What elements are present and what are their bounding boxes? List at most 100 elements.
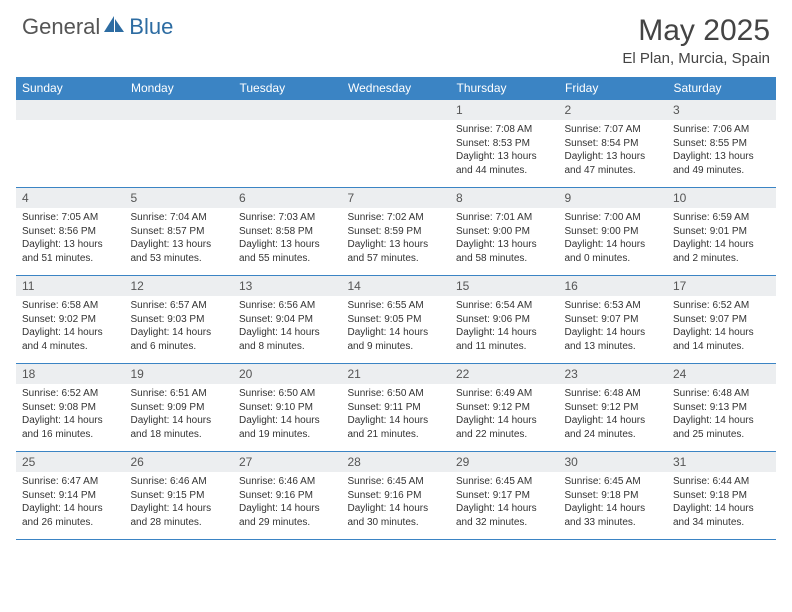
day-info: Sunrise: 6:53 AMSunset: 9:07 PMDaylight:… — [559, 296, 668, 356]
weekday-header: Sunday — [16, 77, 125, 100]
calendar-day-cell: 26Sunrise: 6:46 AMSunset: 9:15 PMDayligh… — [125, 452, 234, 540]
weekday-header: Saturday — [667, 77, 776, 100]
day-info: Sunrise: 6:46 AMSunset: 9:15 PMDaylight:… — [125, 472, 234, 532]
calendar-day-cell: 14Sunrise: 6:55 AMSunset: 9:05 PMDayligh… — [342, 276, 451, 364]
day-number — [16, 100, 125, 120]
day-number: 18 — [16, 364, 125, 384]
calendar-day-cell: 17Sunrise: 6:52 AMSunset: 9:07 PMDayligh… — [667, 276, 776, 364]
day-number: 28 — [342, 452, 451, 472]
calendar-day-cell — [125, 100, 234, 188]
day-number: 1 — [450, 100, 559, 120]
logo-text-blue: Blue — [129, 14, 173, 40]
day-number: 27 — [233, 452, 342, 472]
calendar-day-cell: 6Sunrise: 7:03 AMSunset: 8:58 PMDaylight… — [233, 188, 342, 276]
day-info: Sunrise: 6:45 AMSunset: 9:17 PMDaylight:… — [450, 472, 559, 532]
day-info: Sunrise: 7:04 AMSunset: 8:57 PMDaylight:… — [125, 208, 234, 268]
day-number: 13 — [233, 276, 342, 296]
day-number: 3 — [667, 100, 776, 120]
day-number: 5 — [125, 188, 234, 208]
calendar-day-cell: 24Sunrise: 6:48 AMSunset: 9:13 PMDayligh… — [667, 364, 776, 452]
calendar-day-cell: 2Sunrise: 7:07 AMSunset: 8:54 PMDaylight… — [559, 100, 668, 188]
weekday-header: Wednesday — [342, 77, 451, 100]
calendar-day-cell: 10Sunrise: 6:59 AMSunset: 9:01 PMDayligh… — [667, 188, 776, 276]
calendar-day-cell: 27Sunrise: 6:46 AMSunset: 9:16 PMDayligh… — [233, 452, 342, 540]
day-info: Sunrise: 6:45 AMSunset: 9:16 PMDaylight:… — [342, 472, 451, 532]
calendar-day-cell: 29Sunrise: 6:45 AMSunset: 9:17 PMDayligh… — [450, 452, 559, 540]
logo-text-general: General — [22, 14, 100, 40]
day-number: 17 — [667, 276, 776, 296]
calendar-week-row: 25Sunrise: 6:47 AMSunset: 9:14 PMDayligh… — [16, 452, 776, 540]
day-number: 29 — [450, 452, 559, 472]
day-info: Sunrise: 6:45 AMSunset: 9:18 PMDaylight:… — [559, 472, 668, 532]
day-number: 22 — [450, 364, 559, 384]
calendar-week-row: 4Sunrise: 7:05 AMSunset: 8:56 PMDaylight… — [16, 188, 776, 276]
day-number: 21 — [342, 364, 451, 384]
day-info: Sunrise: 6:54 AMSunset: 9:06 PMDaylight:… — [450, 296, 559, 356]
calendar-table: Sunday Monday Tuesday Wednesday Thursday… — [16, 77, 776, 540]
calendar-day-cell — [233, 100, 342, 188]
day-number: 8 — [450, 188, 559, 208]
day-number: 24 — [667, 364, 776, 384]
day-number: 7 — [342, 188, 451, 208]
calendar-day-cell: 3Sunrise: 7:06 AMSunset: 8:55 PMDaylight… — [667, 100, 776, 188]
day-number — [125, 100, 234, 120]
day-number: 19 — [125, 364, 234, 384]
calendar-day-cell: 4Sunrise: 7:05 AMSunset: 8:56 PMDaylight… — [16, 188, 125, 276]
logo-sail-icon — [104, 16, 126, 39]
day-number: 9 — [559, 188, 668, 208]
calendar-day-cell: 5Sunrise: 7:04 AMSunset: 8:57 PMDaylight… — [125, 188, 234, 276]
logo: General Blue — [22, 14, 173, 40]
calendar-day-cell: 15Sunrise: 6:54 AMSunset: 9:06 PMDayligh… — [450, 276, 559, 364]
calendar-week-row: 1Sunrise: 7:08 AMSunset: 8:53 PMDaylight… — [16, 100, 776, 188]
day-info: Sunrise: 6:50 AMSunset: 9:11 PMDaylight:… — [342, 384, 451, 444]
calendar-day-cell: 18Sunrise: 6:52 AMSunset: 9:08 PMDayligh… — [16, 364, 125, 452]
day-number — [233, 100, 342, 120]
day-number: 16 — [559, 276, 668, 296]
calendar-day-cell: 28Sunrise: 6:45 AMSunset: 9:16 PMDayligh… — [342, 452, 451, 540]
calendar-day-cell: 11Sunrise: 6:58 AMSunset: 9:02 PMDayligh… — [16, 276, 125, 364]
calendar-day-cell: 7Sunrise: 7:02 AMSunset: 8:59 PMDaylight… — [342, 188, 451, 276]
weekday-header: Tuesday — [233, 77, 342, 100]
weekday-header-row: Sunday Monday Tuesday Wednesday Thursday… — [16, 77, 776, 100]
calendar-day-cell: 19Sunrise: 6:51 AMSunset: 9:09 PMDayligh… — [125, 364, 234, 452]
day-info: Sunrise: 6:50 AMSunset: 9:10 PMDaylight:… — [233, 384, 342, 444]
day-number — [342, 100, 451, 120]
day-number: 25 — [16, 452, 125, 472]
calendar-day-cell: 13Sunrise: 6:56 AMSunset: 9:04 PMDayligh… — [233, 276, 342, 364]
calendar-week-row: 11Sunrise: 6:58 AMSunset: 9:02 PMDayligh… — [16, 276, 776, 364]
day-number: 6 — [233, 188, 342, 208]
header: General Blue May 2025 El Plan, Murcia, S… — [0, 0, 792, 73]
calendar-day-cell: 31Sunrise: 6:44 AMSunset: 9:18 PMDayligh… — [667, 452, 776, 540]
day-info: Sunrise: 6:48 AMSunset: 9:12 PMDaylight:… — [559, 384, 668, 444]
day-info: Sunrise: 6:52 AMSunset: 9:07 PMDaylight:… — [667, 296, 776, 356]
day-info: Sunrise: 7:08 AMSunset: 8:53 PMDaylight:… — [450, 120, 559, 180]
day-number: 23 — [559, 364, 668, 384]
location-subtitle: El Plan, Murcia, Spain — [622, 50, 770, 67]
day-info: Sunrise: 7:00 AMSunset: 9:00 PMDaylight:… — [559, 208, 668, 268]
day-info: Sunrise: 6:48 AMSunset: 9:13 PMDaylight:… — [667, 384, 776, 444]
day-info: Sunrise: 7:03 AMSunset: 8:58 PMDaylight:… — [233, 208, 342, 268]
calendar-day-cell: 8Sunrise: 7:01 AMSunset: 9:00 PMDaylight… — [450, 188, 559, 276]
calendar-day-cell: 20Sunrise: 6:50 AMSunset: 9:10 PMDayligh… — [233, 364, 342, 452]
calendar-day-cell: 1Sunrise: 7:08 AMSunset: 8:53 PMDaylight… — [450, 100, 559, 188]
day-number: 30 — [559, 452, 668, 472]
day-number: 2 — [559, 100, 668, 120]
day-number: 31 — [667, 452, 776, 472]
day-info: Sunrise: 6:49 AMSunset: 9:12 PMDaylight:… — [450, 384, 559, 444]
day-number: 20 — [233, 364, 342, 384]
day-info: Sunrise: 6:52 AMSunset: 9:08 PMDaylight:… — [16, 384, 125, 444]
calendar-day-cell: 30Sunrise: 6:45 AMSunset: 9:18 PMDayligh… — [559, 452, 668, 540]
calendar-day-cell: 22Sunrise: 6:49 AMSunset: 9:12 PMDayligh… — [450, 364, 559, 452]
day-number: 14 — [342, 276, 451, 296]
day-info: Sunrise: 6:57 AMSunset: 9:03 PMDaylight:… — [125, 296, 234, 356]
day-number: 15 — [450, 276, 559, 296]
weekday-header: Thursday — [450, 77, 559, 100]
calendar-day-cell: 16Sunrise: 6:53 AMSunset: 9:07 PMDayligh… — [559, 276, 668, 364]
day-info: Sunrise: 7:05 AMSunset: 8:56 PMDaylight:… — [16, 208, 125, 268]
day-info: Sunrise: 6:51 AMSunset: 9:09 PMDaylight:… — [125, 384, 234, 444]
day-info: Sunrise: 6:47 AMSunset: 9:14 PMDaylight:… — [16, 472, 125, 532]
calendar-day-cell: 23Sunrise: 6:48 AMSunset: 9:12 PMDayligh… — [559, 364, 668, 452]
calendar-day-cell — [342, 100, 451, 188]
day-number: 4 — [16, 188, 125, 208]
day-info: Sunrise: 7:01 AMSunset: 9:00 PMDaylight:… — [450, 208, 559, 268]
